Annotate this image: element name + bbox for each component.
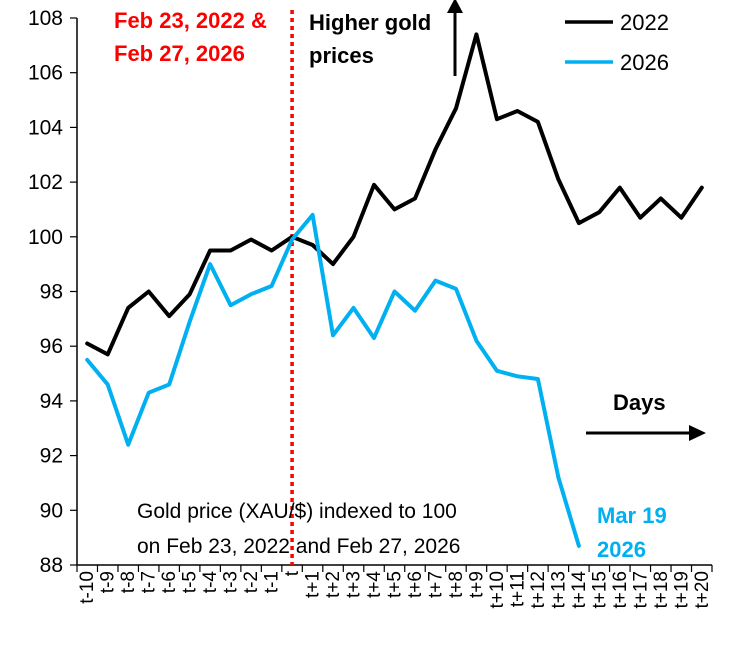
y-tick-label: 106 — [28, 62, 63, 85]
event-date-line-1: Feb 23, 2022 & — [114, 8, 267, 33]
right-arrow-icon — [586, 425, 706, 441]
legend-label-2022: 2022 — [620, 10, 669, 35]
x-tick-label: t+20 — [692, 571, 713, 609]
x-tick-label: t+18 — [651, 571, 672, 609]
y-tick-label: 100 — [28, 226, 63, 249]
x-tick-label: t+8 — [446, 571, 467, 598]
x-tick-label: t-4 — [200, 571, 221, 594]
x-tick-label: t+9 — [466, 571, 487, 598]
x-tick-label: t+5 — [385, 571, 406, 598]
x-tick-label: t+14 — [569, 571, 590, 609]
up-arrow-icon — [447, 0, 463, 76]
y-tick-label: 90 — [40, 499, 63, 522]
x-tick-label: t-2 — [241, 571, 262, 593]
y-tick-label: 88 — [40, 554, 63, 577]
index-note-line-1: Gold price (XAU/$) indexed to 100 — [137, 500, 457, 523]
index-note-line-2: on Feb 23, 2022 and Feb 27, 2026 — [137, 535, 460, 558]
x-tick-label: t-1 — [262, 571, 283, 593]
x-tick-label: t+6 — [405, 571, 426, 598]
x-tick-label: t+10 — [487, 571, 508, 609]
x-tick-label: t+13 — [548, 571, 569, 609]
x-tick-label: t-7 — [139, 571, 160, 593]
higher-gold-line-1: Higher gold — [309, 10, 431, 35]
x-tick-label: t+17 — [630, 571, 651, 609]
series-group — [85, 32, 704, 548]
x-tick-label: t+12 — [528, 571, 549, 609]
legend-label-2026: 2026 — [620, 50, 669, 75]
y-tick-label: 102 — [28, 171, 63, 194]
higher-gold-line-2: prices — [309, 43, 374, 68]
x-tick-label: t-10 — [77, 571, 98, 604]
x-axis: t-10 t-9 t-8 t-7 t-6 t-5 t-4 t-3 t-2 t-1 t t+1 t+2 t+… — [76, 564, 713, 609]
legend: 2022 2026 — [565, 10, 669, 75]
x-tick-label: t-9 — [98, 571, 119, 593]
x-tick-label: t+19 — [671, 571, 692, 609]
y-tick-label: 108 — [28, 7, 63, 30]
days-label: Days — [613, 390, 666, 415]
event-date-line-2: Feb 27, 2026 — [114, 41, 245, 66]
x-tick-label: t+2 — [323, 571, 344, 598]
y-tick-label: 98 — [40, 281, 63, 304]
y-axis: 88 90 92 94 96 98 100 102 104 106 108 — [28, 7, 78, 577]
x-tick-label: t+15 — [589, 571, 610, 609]
x-tick-label: t+11 — [507, 571, 528, 607]
x-tick-label: t — [282, 570, 303, 576]
x-tick-label: t+3 — [344, 571, 365, 598]
x-tick-label: t-5 — [180, 571, 201, 593]
y-tick-label: 92 — [40, 445, 63, 468]
x-tick-label: t+1 — [303, 571, 324, 598]
mar19-line-2: 2026 — [597, 537, 646, 562]
x-tick-label: t+7 — [425, 571, 446, 598]
x-tick-label: t-8 — [118, 571, 139, 593]
series-line-2022 — [85, 32, 704, 357]
x-tick-label: t+4 — [364, 571, 385, 598]
mar19-line-1: Mar 19 — [597, 503, 667, 528]
y-tick-label: 104 — [28, 116, 63, 139]
x-tick-label: t-3 — [221, 571, 242, 593]
x-tick-label: t+16 — [610, 571, 631, 609]
y-tick-label: 96 — [40, 335, 63, 358]
x-tick-label: t-6 — [159, 571, 180, 593]
y-tick-label: 94 — [40, 390, 64, 413]
